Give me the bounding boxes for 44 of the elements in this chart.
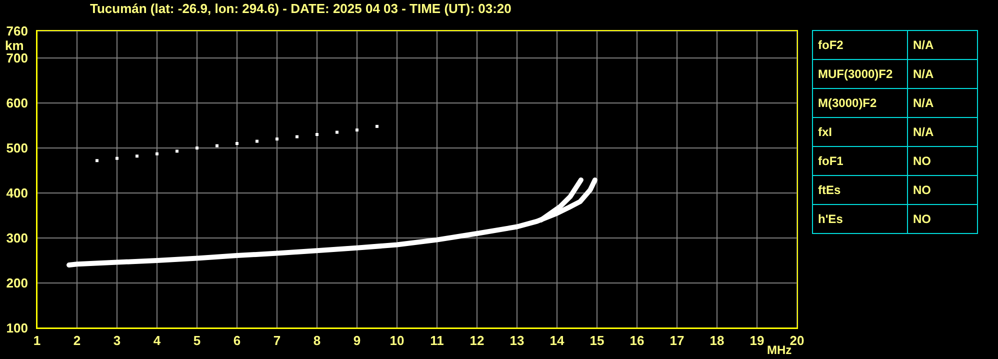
- y-tick-label: 500: [6, 140, 28, 156]
- text: N/A: [908, 60, 978, 88]
- x-tick-label: 2: [73, 333, 81, 348]
- text: M(3000)F2: [812, 88, 908, 118]
- x-tick-label: 8: [313, 333, 321, 348]
- y-axis-title: km: [5, 38, 24, 53]
- x-tick-label: 1: [33, 333, 41, 348]
- y-tick-label: 200: [6, 276, 28, 291]
- text: MUF(3000)F2: [812, 60, 908, 88]
- x-tick-label: 17: [670, 333, 684, 348]
- x-tick-label: 20: [790, 333, 804, 348]
- text: NO: [908, 176, 978, 204]
- y-tick-label: 600: [6, 96, 28, 111]
- x-tick-label: 14: [550, 333, 565, 348]
- text: ftEs: [812, 176, 908, 204]
- chart-title: Tucumán (lat: -26.9, lon: 294.6) - DATE: 2025 04 03 - TIME (UT): 03:20: [90, 1, 512, 16]
- x-tick-label: 16: [630, 333, 644, 348]
- x-tick-label: 6: [233, 333, 241, 348]
- x-tick-label: 7: [273, 333, 281, 348]
- text: foF2: [812, 30, 908, 60]
- text: N/A: [908, 30, 978, 60]
- text: h'Es: [812, 204, 908, 234]
- x-tick-label: 9: [353, 333, 361, 348]
- text: N/A: [908, 118, 978, 146]
- x-tick-label: 18: [710, 333, 724, 348]
- text: fxI: [812, 118, 908, 146]
- text: foF1: [812, 146, 908, 176]
- text: NO: [908, 146, 978, 176]
- x-tick-label: 3: [113, 333, 121, 348]
- x-tick-label: 13: [510, 333, 524, 348]
- x-tick-label: 11: [430, 333, 444, 348]
- x-tick-label: 10: [390, 333, 404, 348]
- y-tick-label: 300: [6, 230, 28, 246]
- x-tick-label: 4: [153, 333, 162, 348]
- x-tick-label: 19: [750, 333, 764, 348]
- x-tick-label: 5: [193, 333, 201, 348]
- y-tick-label: 100: [6, 320, 28, 336]
- text: N/A: [908, 88, 978, 118]
- x-tick-label: 12: [470, 333, 484, 348]
- y-tick-label: 700: [6, 50, 28, 66]
- y-tick-label: 760: [6, 24, 28, 39]
- x-tick-label: 15: [590, 333, 604, 348]
- text: NO: [908, 204, 978, 234]
- y-tick-label: 400: [6, 186, 28, 201]
